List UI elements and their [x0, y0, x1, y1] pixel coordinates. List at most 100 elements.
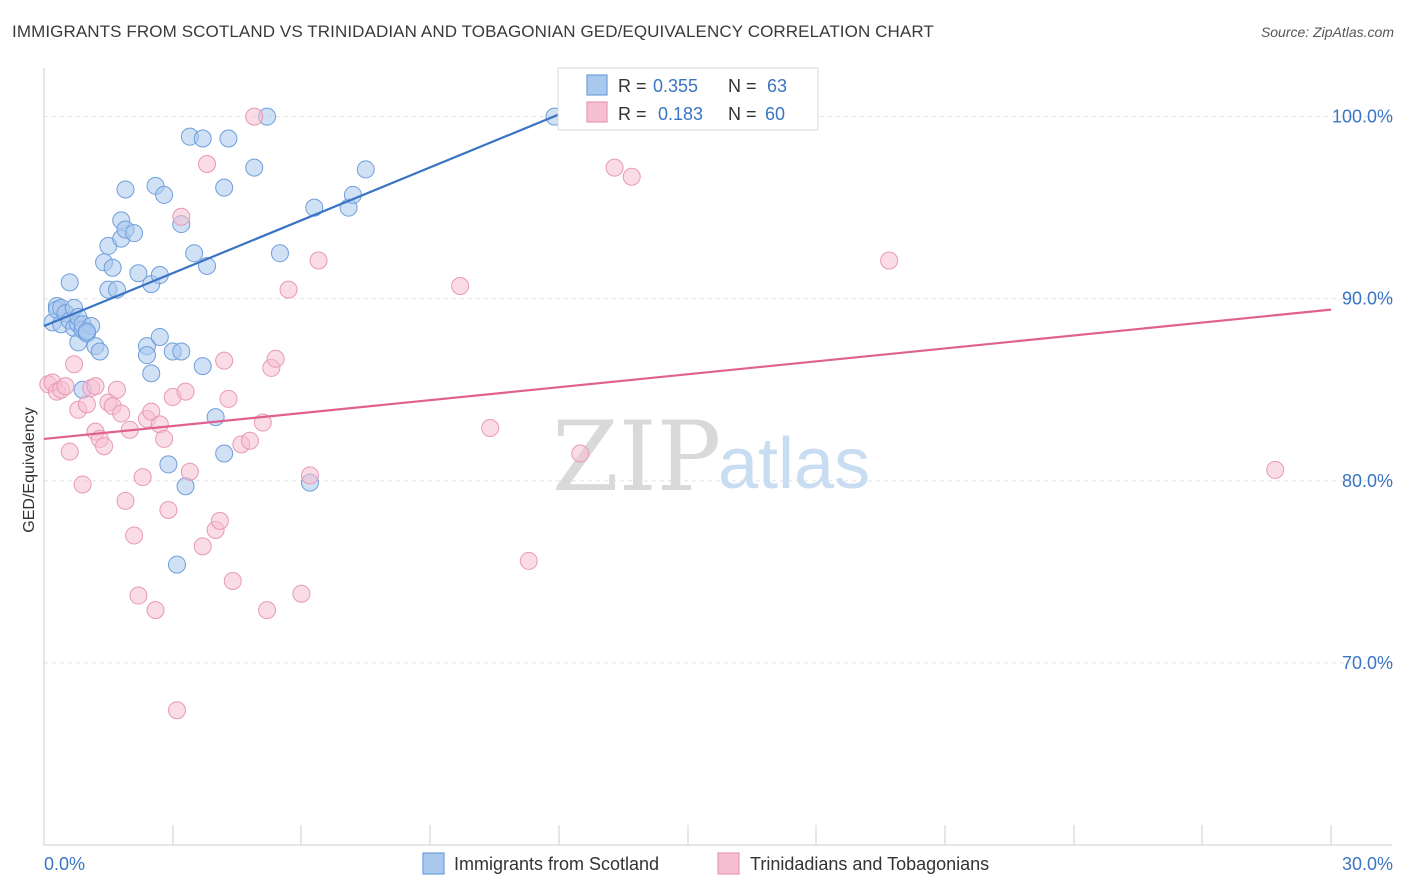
point-pink-8	[73, 475, 92, 494]
trendline-pink	[43, 308, 1332, 441]
point-blue-55	[219, 129, 238, 148]
point-pink-22	[129, 586, 148, 605]
point-pink-48	[266, 349, 285, 368]
point-pink-25	[142, 402, 161, 421]
x-tick-label-max: 30.0%	[1342, 854, 1393, 874]
point-blue-32	[129, 264, 148, 283]
points-layer	[39, 107, 1285, 720]
chart-source: Source: ZipAtlas.com	[1260, 24, 1394, 40]
point-blue-54	[215, 178, 234, 197]
point-pink-6	[65, 355, 84, 374]
trend-layer	[43, 104, 1332, 441]
stats-box: R = 0.355 N = 63 R = 0.183 N = 60	[557, 67, 819, 131]
point-pink-18	[112, 404, 131, 423]
point-pink-56	[571, 444, 590, 463]
legend-swatch-scotland	[422, 852, 445, 875]
point-pink-31	[167, 701, 186, 720]
point-pink-19	[116, 491, 135, 510]
stats-r-value-pink: 0.183	[658, 104, 703, 124]
point-pink-11	[86, 377, 105, 396]
x-tick-label-min: 0.0%	[44, 854, 85, 874]
stats-n-value-pink: 60	[765, 104, 785, 124]
y-tick-labels: 100.0% 90.0% 80.0% 70.0%	[1332, 107, 1393, 673]
stats-r-label-blue: R =	[618, 76, 647, 96]
point-pink-51	[300, 466, 319, 485]
point-blue-50	[193, 129, 212, 148]
point-blue-35	[142, 364, 161, 383]
point-pink-38	[210, 511, 229, 530]
point-pink-4	[56, 377, 75, 396]
point-blue-19	[77, 322, 96, 341]
stats-r-label-pink: R =	[618, 104, 647, 124]
point-pink-46	[258, 601, 277, 620]
grid-layer	[44, 116, 1392, 664]
point-pink-34	[180, 462, 199, 481]
y-tick-label-0: 100.0%	[1332, 107, 1393, 127]
point-pink-33	[176, 382, 195, 401]
point-blue-41	[159, 455, 178, 474]
point-blue-31	[125, 224, 144, 243]
legend: Immigrants from Scotland Trinidadians an…	[422, 852, 989, 875]
stats-r-value-blue: 0.355	[653, 76, 698, 96]
axis-layer	[43, 68, 1392, 846]
point-pink-28	[155, 429, 174, 448]
point-pink-29	[159, 500, 178, 519]
point-pink-23	[133, 468, 152, 487]
stats-n-label-pink: N =	[728, 104, 757, 124]
point-pink-52	[309, 251, 328, 270]
point-blue-21	[90, 342, 109, 361]
point-pink-26	[146, 601, 165, 620]
point-blue-48	[185, 244, 204, 263]
point-blue-43	[167, 555, 186, 574]
point-pink-60	[1266, 460, 1285, 479]
point-pink-44	[245, 107, 264, 126]
point-blue-30	[116, 180, 135, 199]
point-blue-63	[356, 160, 375, 179]
y-tick-label-3: 70.0%	[1342, 653, 1393, 673]
trendline-blue	[43, 104, 581, 328]
point-blue-49	[193, 357, 212, 376]
point-pink-39	[215, 351, 234, 370]
point-pink-40	[219, 389, 238, 408]
point-pink-55	[519, 551, 538, 570]
legend-label-scotland: Immigrants from Scotland	[454, 854, 659, 874]
point-pink-54	[481, 419, 500, 438]
point-pink-36	[198, 154, 217, 173]
stats-swatch-blue	[586, 74, 608, 96]
y-tick-label-2: 80.0%	[1342, 471, 1393, 491]
legend-swatch-trinidad	[717, 852, 740, 875]
watermark-atlas: atlas	[718, 424, 870, 504]
point-blue-39	[150, 327, 169, 346]
point-pink-21	[125, 526, 144, 545]
chart-title: IMMIGRANTS FROM SCOTLAND VS TRINIDADIAN …	[12, 22, 934, 41]
y-axis-title: GED/Equivalency	[21, 407, 38, 532]
point-blue-58	[270, 244, 289, 263]
point-pink-58	[622, 167, 641, 186]
point-pink-5	[60, 442, 79, 461]
point-pink-32	[172, 207, 191, 226]
point-blue-34	[137, 346, 156, 365]
point-blue-44	[172, 342, 191, 361]
point-pink-59	[880, 251, 899, 270]
point-pink-41	[223, 571, 242, 590]
point-pink-49	[279, 280, 298, 299]
point-pink-53	[451, 276, 470, 295]
point-blue-53	[215, 444, 234, 463]
legend-label-trinidad: Trinidadians and Tobagonians	[750, 854, 989, 874]
point-blue-40	[155, 185, 174, 204]
point-blue-56	[245, 158, 264, 177]
point-pink-50	[292, 584, 311, 603]
point-pink-9	[77, 395, 96, 414]
point-blue-25	[103, 258, 122, 277]
stats-n-label-blue: N =	[728, 76, 757, 96]
stats-n-value-blue: 63	[767, 76, 787, 96]
point-pink-43	[240, 431, 259, 450]
y-tick-label-1: 90.0%	[1342, 289, 1393, 309]
point-pink-17	[107, 380, 126, 399]
stats-swatch-pink	[586, 101, 608, 123]
point-pink-35	[193, 537, 212, 556]
point-blue-7	[60, 273, 79, 292]
point-pink-57	[605, 158, 624, 177]
point-pink-14	[95, 437, 114, 456]
